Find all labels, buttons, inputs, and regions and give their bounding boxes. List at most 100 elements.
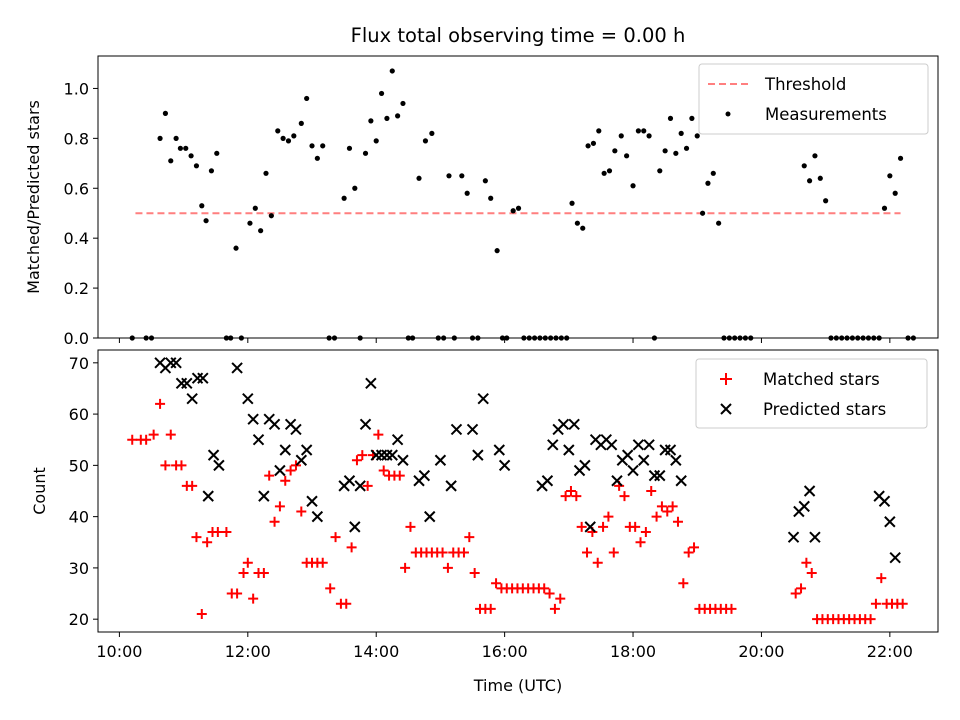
predicted-star-point (809, 531, 821, 543)
bottom-xtick-label: 10:00 (96, 642, 142, 661)
measurement-point (887, 173, 893, 179)
measurement-point (515, 205, 522, 211)
predicted-star-point (627, 464, 639, 477)
measurement-point (173, 135, 179, 141)
predicted-star-point (290, 423, 302, 436)
measurement-point (817, 175, 823, 181)
measurement-point (657, 168, 663, 174)
measurement-point (429, 130, 435, 136)
matched-star-point (165, 429, 176, 440)
matched-star-point (405, 521, 416, 532)
predicted-star-point (889, 551, 901, 564)
matched-star-point (865, 614, 876, 625)
measurement-point (596, 128, 602, 134)
measurement-point (384, 115, 390, 121)
measurement-point (689, 115, 695, 121)
predicted-star-point (170, 357, 182, 369)
predicted-star-point (191, 372, 204, 384)
matched-star-point (646, 486, 657, 496)
predicted-star-point (247, 413, 259, 425)
measurement-point (233, 245, 239, 251)
matched-star-point (544, 588, 555, 599)
matched-star-point (442, 562, 453, 573)
predicted-star-point (654, 469, 666, 482)
matched-star-point (667, 501, 678, 512)
measurement-point (580, 225, 586, 231)
predicted-star-point (375, 449, 388, 461)
matched-star-point (555, 593, 566, 604)
predicted-star-point (472, 449, 484, 461)
matched-star-point (592, 557, 603, 568)
measurement-point (203, 218, 209, 224)
measurement-point (352, 185, 358, 191)
measurement-point (699, 210, 706, 216)
measurement-point (285, 138, 292, 144)
predicted-star-point (621, 449, 634, 461)
measurement-point (585, 143, 591, 149)
matched-star-point (582, 547, 593, 558)
top-ytick-label: 1.0 (64, 79, 89, 98)
top-xticks (118, 338, 891, 343)
predicted-star-point (186, 393, 198, 405)
matched-star-point (672, 516, 683, 527)
top-ytick-label: 0.4 (64, 229, 89, 248)
top-yticks: 0.0 0.2 0.4 0.6 0.8 1.0 (64, 79, 98, 348)
matched-star-point (608, 547, 619, 558)
legend-predicted-label: Predicted stars (763, 400, 886, 419)
matched-star-point (296, 506, 307, 517)
measurement-point (346, 145, 353, 151)
measurement-point (275, 128, 281, 134)
bottom-marks (127, 357, 908, 625)
predicted-star-point (445, 480, 457, 492)
predicted-star-point (258, 490, 270, 502)
matched-star-point (662, 506, 673, 517)
matched-star-point (346, 542, 357, 553)
matched-star-point (248, 593, 259, 604)
predicted-star-point (579, 459, 591, 472)
top-ytick-label: 0.2 (64, 279, 89, 298)
measurement-point (368, 118, 374, 124)
top-ytick-label: 0.6 (64, 179, 89, 198)
measurement-point (298, 120, 304, 126)
measurement-point (635, 128, 641, 134)
measurement-point (373, 138, 379, 144)
measurement-point (263, 170, 269, 176)
matched-star-point (212, 527, 223, 538)
chart-title: Flux total observing time = 0.00 h (351, 24, 686, 47)
measurement-point (247, 220, 253, 226)
matched-star-point (238, 568, 249, 579)
top-ytick-label: 0.0 (64, 329, 89, 348)
bottom-ytick-label: 30 (69, 559, 89, 578)
measurement-point (320, 143, 326, 149)
matched-star-point (325, 583, 336, 594)
predicted-star-point (197, 372, 209, 384)
matched-star-point (357, 450, 368, 461)
matched-star-point (801, 557, 812, 568)
predicted-star-point (213, 459, 225, 472)
measurement-point (416, 175, 422, 181)
measurement-point (446, 173, 452, 179)
measurement-point (812, 153, 818, 159)
top-marks (129, 68, 916, 341)
measurement-point (199, 203, 205, 209)
predicted-star-point (274, 464, 286, 477)
measurement-point (208, 168, 215, 174)
predicted-star-point (424, 510, 436, 523)
measurement-point (801, 163, 807, 169)
measurement-point (630, 183, 636, 189)
bottom-xtick-label: 18:00 (610, 642, 656, 661)
predicted-star-point (477, 393, 489, 405)
predicted-star-point (884, 516, 896, 528)
predicted-star-point (365, 377, 377, 390)
measurement-point (291, 133, 297, 139)
bottom-y-axis-label: Count (30, 467, 49, 515)
measurement-point (341, 195, 347, 201)
matched-star-point (565, 486, 576, 496)
measurement-point (574, 220, 580, 226)
predicted-star-point (354, 480, 366, 492)
measurement-point (162, 110, 169, 116)
matched-star-point (264, 470, 275, 481)
legend-measurements-label: Measurements (765, 105, 887, 124)
bottom-ytick-label: 50 (69, 456, 89, 475)
